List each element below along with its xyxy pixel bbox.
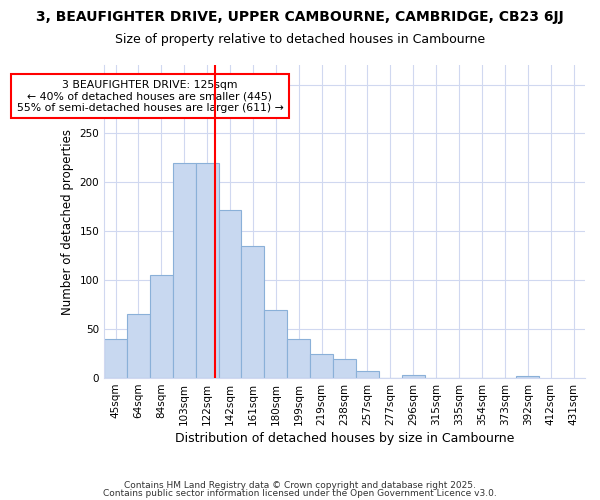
Bar bbox=[127, 314, 150, 378]
Bar bbox=[516, 376, 539, 378]
Bar bbox=[218, 210, 241, 378]
Text: Contains public sector information licensed under the Open Government Licence v3: Contains public sector information licen… bbox=[103, 488, 497, 498]
Bar bbox=[196, 163, 218, 378]
Bar bbox=[356, 371, 379, 378]
Bar bbox=[265, 310, 287, 378]
Bar bbox=[241, 246, 265, 378]
Bar bbox=[402, 375, 425, 378]
Text: Size of property relative to detached houses in Cambourne: Size of property relative to detached ho… bbox=[115, 32, 485, 46]
Bar bbox=[173, 163, 196, 378]
Bar bbox=[104, 339, 127, 378]
Bar bbox=[333, 358, 356, 378]
Y-axis label: Number of detached properties: Number of detached properties bbox=[61, 128, 74, 314]
X-axis label: Distribution of detached houses by size in Cambourne: Distribution of detached houses by size … bbox=[175, 432, 514, 445]
Bar bbox=[150, 276, 173, 378]
Text: 3, BEAUFIGHTER DRIVE, UPPER CAMBOURNE, CAMBRIDGE, CB23 6JJ: 3, BEAUFIGHTER DRIVE, UPPER CAMBOURNE, C… bbox=[36, 10, 564, 24]
Bar bbox=[310, 354, 333, 378]
Text: Contains HM Land Registry data © Crown copyright and database right 2025.: Contains HM Land Registry data © Crown c… bbox=[124, 481, 476, 490]
Text: 3 BEAUFIGHTER DRIVE: 125sqm
← 40% of detached houses are smaller (445)
55% of se: 3 BEAUFIGHTER DRIVE: 125sqm ← 40% of det… bbox=[17, 80, 283, 113]
Bar bbox=[287, 339, 310, 378]
